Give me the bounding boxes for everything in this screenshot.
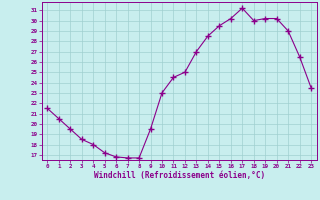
X-axis label: Windchill (Refroidissement éolien,°C): Windchill (Refroidissement éolien,°C) [94, 171, 265, 180]
